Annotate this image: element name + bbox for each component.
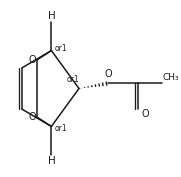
Text: or1: or1	[55, 124, 68, 133]
Text: O: O	[28, 112, 36, 122]
Text: O: O	[28, 55, 36, 65]
Text: O: O	[141, 109, 149, 119]
Text: or1: or1	[55, 44, 68, 53]
Text: or1: or1	[67, 75, 79, 84]
Text: H: H	[48, 11, 55, 21]
Text: O: O	[104, 69, 112, 79]
Text: CH₃: CH₃	[163, 73, 179, 82]
Text: H: H	[48, 156, 55, 166]
